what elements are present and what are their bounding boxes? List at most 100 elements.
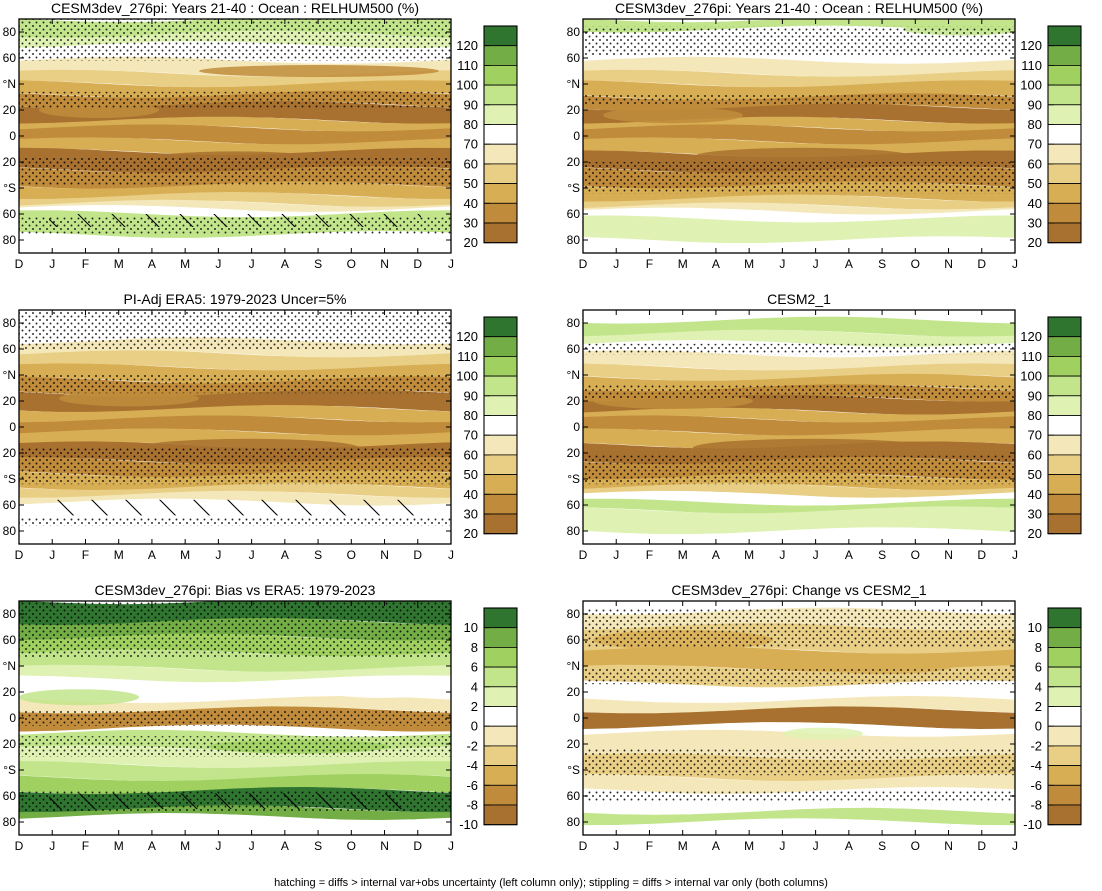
colorbar-label: 20 [464, 235, 478, 250]
y-tick-label: 20 [3, 155, 17, 169]
colorbar-frame [1047, 316, 1082, 535]
contour-blob [19, 689, 139, 706]
x-tick-label: N [380, 257, 389, 271]
x-tick-label: J [448, 839, 454, 853]
colorbar-label: 2 [471, 699, 478, 714]
x-tick-label: S [878, 257, 886, 271]
colorbar-swatch [1047, 202, 1082, 224]
x-tick-label: J [613, 839, 619, 853]
x-tick-label: J [1012, 548, 1018, 562]
y-tick-label: 20 [567, 685, 581, 699]
colorbar: 10 8 6 4 2 0 -2 -4 -6 -8 -10 [459, 607, 518, 832]
figure-caption: hatching = diffs > internal var+obs unce… [274, 877, 828, 889]
y-tick-label: 0 [9, 711, 16, 725]
y-tick-label: 60 [3, 342, 17, 356]
panel-title: CESM3dev_276pi: Years 21-40 : Ocean : RE… [51, 0, 419, 16]
y-tick-label: 60 [567, 207, 581, 221]
y-tick-label: °S [567, 181, 580, 195]
colorbar-swatch [1047, 415, 1082, 436]
colorbar-swatch [483, 607, 518, 629]
colorbar-label: 60 [1028, 156, 1042, 171]
colorbar-frame [483, 25, 518, 244]
colorbar-swatch [1047, 104, 1082, 125]
contour-blob [693, 147, 913, 166]
y-tick-label: 60 [3, 498, 17, 512]
colorbar-label: -8 [466, 798, 478, 813]
x-tick-label: J [49, 548, 55, 562]
x-tick-label: A [281, 839, 289, 853]
y-tick-label: 20 [3, 737, 17, 751]
colorbar-swatch [1047, 647, 1082, 668]
colorbar-label: 100 [456, 369, 478, 384]
colorbar-swatch [1047, 493, 1082, 515]
colorbar-label: 80 [464, 408, 478, 423]
y-tick-label: °S [567, 472, 580, 486]
panel-title: CESM3dev_276pi: Bias vs ERA5: 1979-2023 [95, 582, 376, 598]
colorbar-swatch [1047, 474, 1082, 495]
color-band [583, 202, 1015, 216]
x-tick-label: J [1012, 839, 1018, 853]
x-tick-label: J [49, 257, 55, 271]
colorbar-swatch [483, 183, 518, 204]
y-tick-label: 60 [567, 342, 581, 356]
contour-blob [603, 107, 743, 124]
panel-1: CESM3dev_276pi: Years 21-40 : Ocean : RE… [3, 0, 518, 271]
x-tick-label: J [448, 257, 454, 271]
y-tick-label: 0 [573, 711, 580, 725]
colorbar-swatch [483, 124, 518, 145]
y-tick-label: °S [567, 763, 580, 777]
colorbar-swatch [483, 65, 518, 86]
colorbar-label: 6 [1035, 660, 1042, 675]
color-band [583, 415, 1015, 437]
stippling [583, 790, 1015, 802]
x-tick-label: A [845, 257, 853, 271]
x-tick-label: O [347, 839, 356, 853]
x-tick-label: M [744, 257, 754, 271]
colorbar-label: 120 [456, 329, 478, 344]
contour-blob [199, 65, 439, 77]
colorbar-label: 100 [456, 78, 478, 93]
stippling [19, 601, 451, 659]
x-tick-label: J [448, 548, 454, 562]
panel-title: CESM2_1 [767, 291, 831, 307]
x-tick-label: F [646, 548, 653, 562]
panel-2: CESM3dev_276pi: Years 21-40 : Ocean : RE… [567, 0, 1082, 271]
x-tick-label: F [82, 257, 89, 271]
color-band [19, 124, 451, 146]
colorbar-label: -2 [1030, 738, 1042, 753]
colorbar-label: 4 [471, 679, 478, 694]
x-tick-label: M [114, 548, 124, 562]
x-tick-label: M [678, 257, 688, 271]
colorbar-label: 40 [464, 196, 478, 211]
y-tick-label: °N [3, 77, 16, 91]
y-tick-label: 0 [9, 420, 16, 434]
x-tick-label: F [646, 839, 653, 853]
colorbar-swatch [483, 316, 518, 338]
colorbar-frame [483, 607, 518, 826]
stippling [583, 455, 1015, 485]
y-tick-label: 0 [9, 129, 16, 143]
colorbar-label: -10 [459, 817, 478, 832]
colorbar-label: 80 [1028, 117, 1042, 132]
color-band [583, 407, 1015, 424]
colorbar-label: -4 [466, 758, 478, 773]
y-tick-label: 20 [567, 155, 581, 169]
colorbar-swatch [483, 804, 518, 826]
y-tick-label: 60 [567, 789, 581, 803]
colorbar-label: 10 [464, 620, 478, 635]
y-tick-label: 80 [567, 233, 581, 247]
color-band [583, 236, 1015, 253]
y-tick-label: 20 [3, 103, 17, 117]
colorbar-swatch [483, 434, 518, 456]
x-tick-label: O [911, 548, 920, 562]
colorbar-frame [1047, 607, 1082, 826]
colorbar-swatch [483, 45, 518, 66]
x-tick-label: M [114, 839, 124, 853]
colorbar-swatch [1047, 84, 1082, 106]
stippling [19, 447, 451, 485]
x-tick-label: A [845, 839, 853, 853]
x-tick-label: A [281, 257, 289, 271]
stippling [19, 19, 451, 61]
y-tick-label: °S [3, 181, 16, 195]
colorbar-swatch [483, 666, 518, 688]
